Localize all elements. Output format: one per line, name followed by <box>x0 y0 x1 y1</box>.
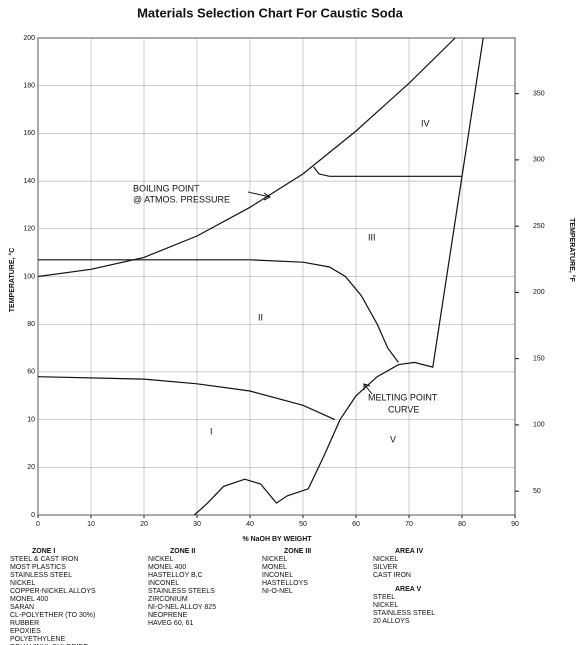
zone-title: ZONE I <box>32 548 55 555</box>
y2-tick-label: 300 <box>533 157 545 164</box>
zone-item: STEEL & CAST IRON <box>10 556 78 563</box>
zone-item: STAINLESS STEEL <box>373 610 435 617</box>
zone-label: V <box>390 434 396 444</box>
curve <box>37 376 336 421</box>
zone-item: INCONEL <box>262 572 293 579</box>
curve <box>313 166 462 177</box>
y2-tick-label: 350 <box>533 90 545 97</box>
zone-item: STAINLESS STEELS <box>148 588 215 595</box>
x-axis-title: % NaOH BY WEIGHT <box>242 536 312 543</box>
zone-item: COPPER-NICKEL ALLOYS <box>10 588 96 595</box>
y2-tick-label: 100 <box>533 422 545 429</box>
annotation: @ ATMOS. PRESSURE <box>133 194 230 204</box>
zone-item: ZIRCONIUM <box>148 596 188 603</box>
y-tick-label: 0 <box>31 512 35 519</box>
zone-item: NI-O-NEL <box>262 588 293 595</box>
x-tick-label: 50 <box>299 521 307 528</box>
zone-item: MONEL 400 <box>10 596 48 603</box>
zone-item: EPOXIES <box>10 628 41 635</box>
y-tick-label: 200 <box>23 35 35 42</box>
x-tick-label: 90 <box>511 521 519 528</box>
y-tick-label: 20 <box>27 464 35 471</box>
x-tick-label: 0 <box>36 521 40 528</box>
y2-tick-label: 200 <box>533 289 545 296</box>
zone-item: CL-POLYETHER (TO 30%) <box>10 612 95 619</box>
y-tick-label: 140 <box>23 178 35 185</box>
zone-item: NICKEL <box>148 556 173 563</box>
annotation: BOILING POINT <box>133 183 200 193</box>
y2-tick-label: 50 <box>533 488 541 495</box>
zone-item: NICKEL <box>373 602 398 609</box>
x-tick-label: 10 <box>87 521 95 528</box>
y2-tick-label: 150 <box>533 355 545 362</box>
zone-item: NEOPRENE <box>148 612 188 619</box>
zone-label: III <box>368 232 376 242</box>
zone-label: II <box>258 312 263 322</box>
chart-title: Materials Selection Chart For Caustic So… <box>137 5 404 20</box>
curve <box>37 37 456 278</box>
zone-item: POLYETHYLENE <box>10 636 65 643</box>
y-tick-label: 80 <box>27 321 35 328</box>
zone-label: I <box>210 426 213 436</box>
zone-item: SARAN <box>10 604 34 611</box>
zone-item: STAINLESS STEEL <box>10 572 72 579</box>
arrow <box>247 191 271 201</box>
annotation: CURVE <box>388 404 419 414</box>
zone-item: MONEL <box>262 564 287 571</box>
zone-item: MOST PLASTICS <box>10 564 66 571</box>
annotation: MELTING POINT <box>368 392 438 402</box>
x-tick-label: 70 <box>405 521 413 528</box>
zone-item: HASTELLOYS <box>262 580 308 587</box>
y2-axis-title: TEMPERATURE, °F <box>568 218 576 282</box>
zone-item: POLY VINYL CHLORIDE <box>10 644 88 645</box>
curve <box>38 259 399 363</box>
zone-item: NI-O-NEL ALLOY 825 <box>148 604 216 611</box>
zone-title: AREA IV <box>395 548 423 555</box>
curve <box>193 37 484 516</box>
y-tick-label: 160 <box>23 130 35 137</box>
y-tick-label: 10 <box>27 416 35 423</box>
y-tick-label: 180 <box>23 83 35 90</box>
zone-item: 20 ALLOYS <box>373 618 410 625</box>
zone-item: RUBBER <box>10 620 39 627</box>
x-tick-label: 80 <box>458 521 466 528</box>
x-tick-label: 30 <box>193 521 201 528</box>
x-tick-label: 40 <box>246 521 254 528</box>
y-axis-title: TEMPERATURE, °C <box>8 248 16 313</box>
zone-title: ZONE III <box>284 548 311 555</box>
x-tick-label: 60 <box>352 521 360 528</box>
zone-item: HAVEG 60, 61 <box>148 620 194 627</box>
y-tick-label: 120 <box>23 226 35 233</box>
zone-item: STEEL <box>373 594 395 601</box>
x-tick-label: 20 <box>140 521 148 528</box>
zone-item: NICKEL <box>10 580 35 587</box>
zone-item: NICKEL <box>373 556 398 563</box>
zone-title: AREA V <box>395 586 422 593</box>
zone-item: INCONEL <box>148 580 179 587</box>
zone-item: MONEL 400 <box>148 564 186 571</box>
zone-label: IV <box>421 118 430 128</box>
y-tick-label: 100 <box>23 273 35 280</box>
zone-item: NICKEL <box>262 556 287 563</box>
zone-title: ZONE II <box>170 548 195 555</box>
zone-item: CAST IRON <box>373 572 411 579</box>
y-tick-label: 60 <box>27 369 35 376</box>
zone-item: SILVER <box>373 564 397 571</box>
y2-tick-label: 250 <box>533 223 545 230</box>
zone-item: HASTELLOY B,C <box>148 572 203 579</box>
